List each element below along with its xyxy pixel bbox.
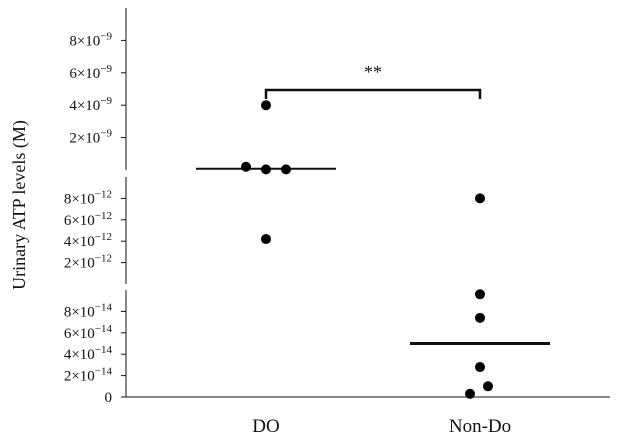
data-point: [475, 193, 485, 204]
category-label-non-do: Non-Do: [449, 416, 511, 437]
data-point: [241, 161, 251, 172]
y-tick-label: 4×10−12: [64, 231, 112, 250]
data-points: [241, 100, 493, 399]
significance-annotation: **: [264, 62, 482, 99]
y-tick-label: 6×10−9: [69, 63, 112, 82]
y-tick-label: 0: [105, 390, 113, 406]
significance-label: **: [364, 62, 382, 82]
data-point: [261, 164, 271, 175]
y-tick-labels: 0 2×10−14 4×10−14 6×10−14 8×10−14 2×10−12 4×10…: [64, 30, 126, 406]
y-tick-label: 4×10−9: [69, 95, 112, 114]
y-tick-label: 8×10−14: [64, 301, 113, 320]
data-point: [261, 100, 271, 111]
y-tick-label: 2×10−14: [64, 366, 113, 385]
y-tick-label: 2×10−12: [64, 253, 112, 272]
median-lines: [196, 167, 550, 345]
category-label-do: DO: [252, 416, 279, 437]
data-point: [465, 388, 475, 399]
y-tick-label: 6×10−12: [64, 210, 112, 229]
data-point: [261, 234, 271, 245]
data-point: [475, 362, 485, 373]
data-point: [475, 312, 485, 323]
category-labels: DO Non-Do: [252, 416, 511, 437]
data-point: [281, 164, 291, 175]
y-tick-label: 8×10−9: [69, 30, 112, 49]
y-axis-label: Urinary ATP levels (M): [9, 120, 30, 290]
y-tick-label: 2×10−9: [69, 128, 112, 147]
y-tick-label: 8×10−12: [64, 188, 112, 207]
y-tick-label: 4×10−14: [64, 344, 113, 363]
data-point: [475, 289, 485, 300]
significance-bracket: [264, 88, 482, 99]
data-point: [483, 381, 493, 392]
y-tick-label: 6×10−14: [64, 323, 113, 342]
